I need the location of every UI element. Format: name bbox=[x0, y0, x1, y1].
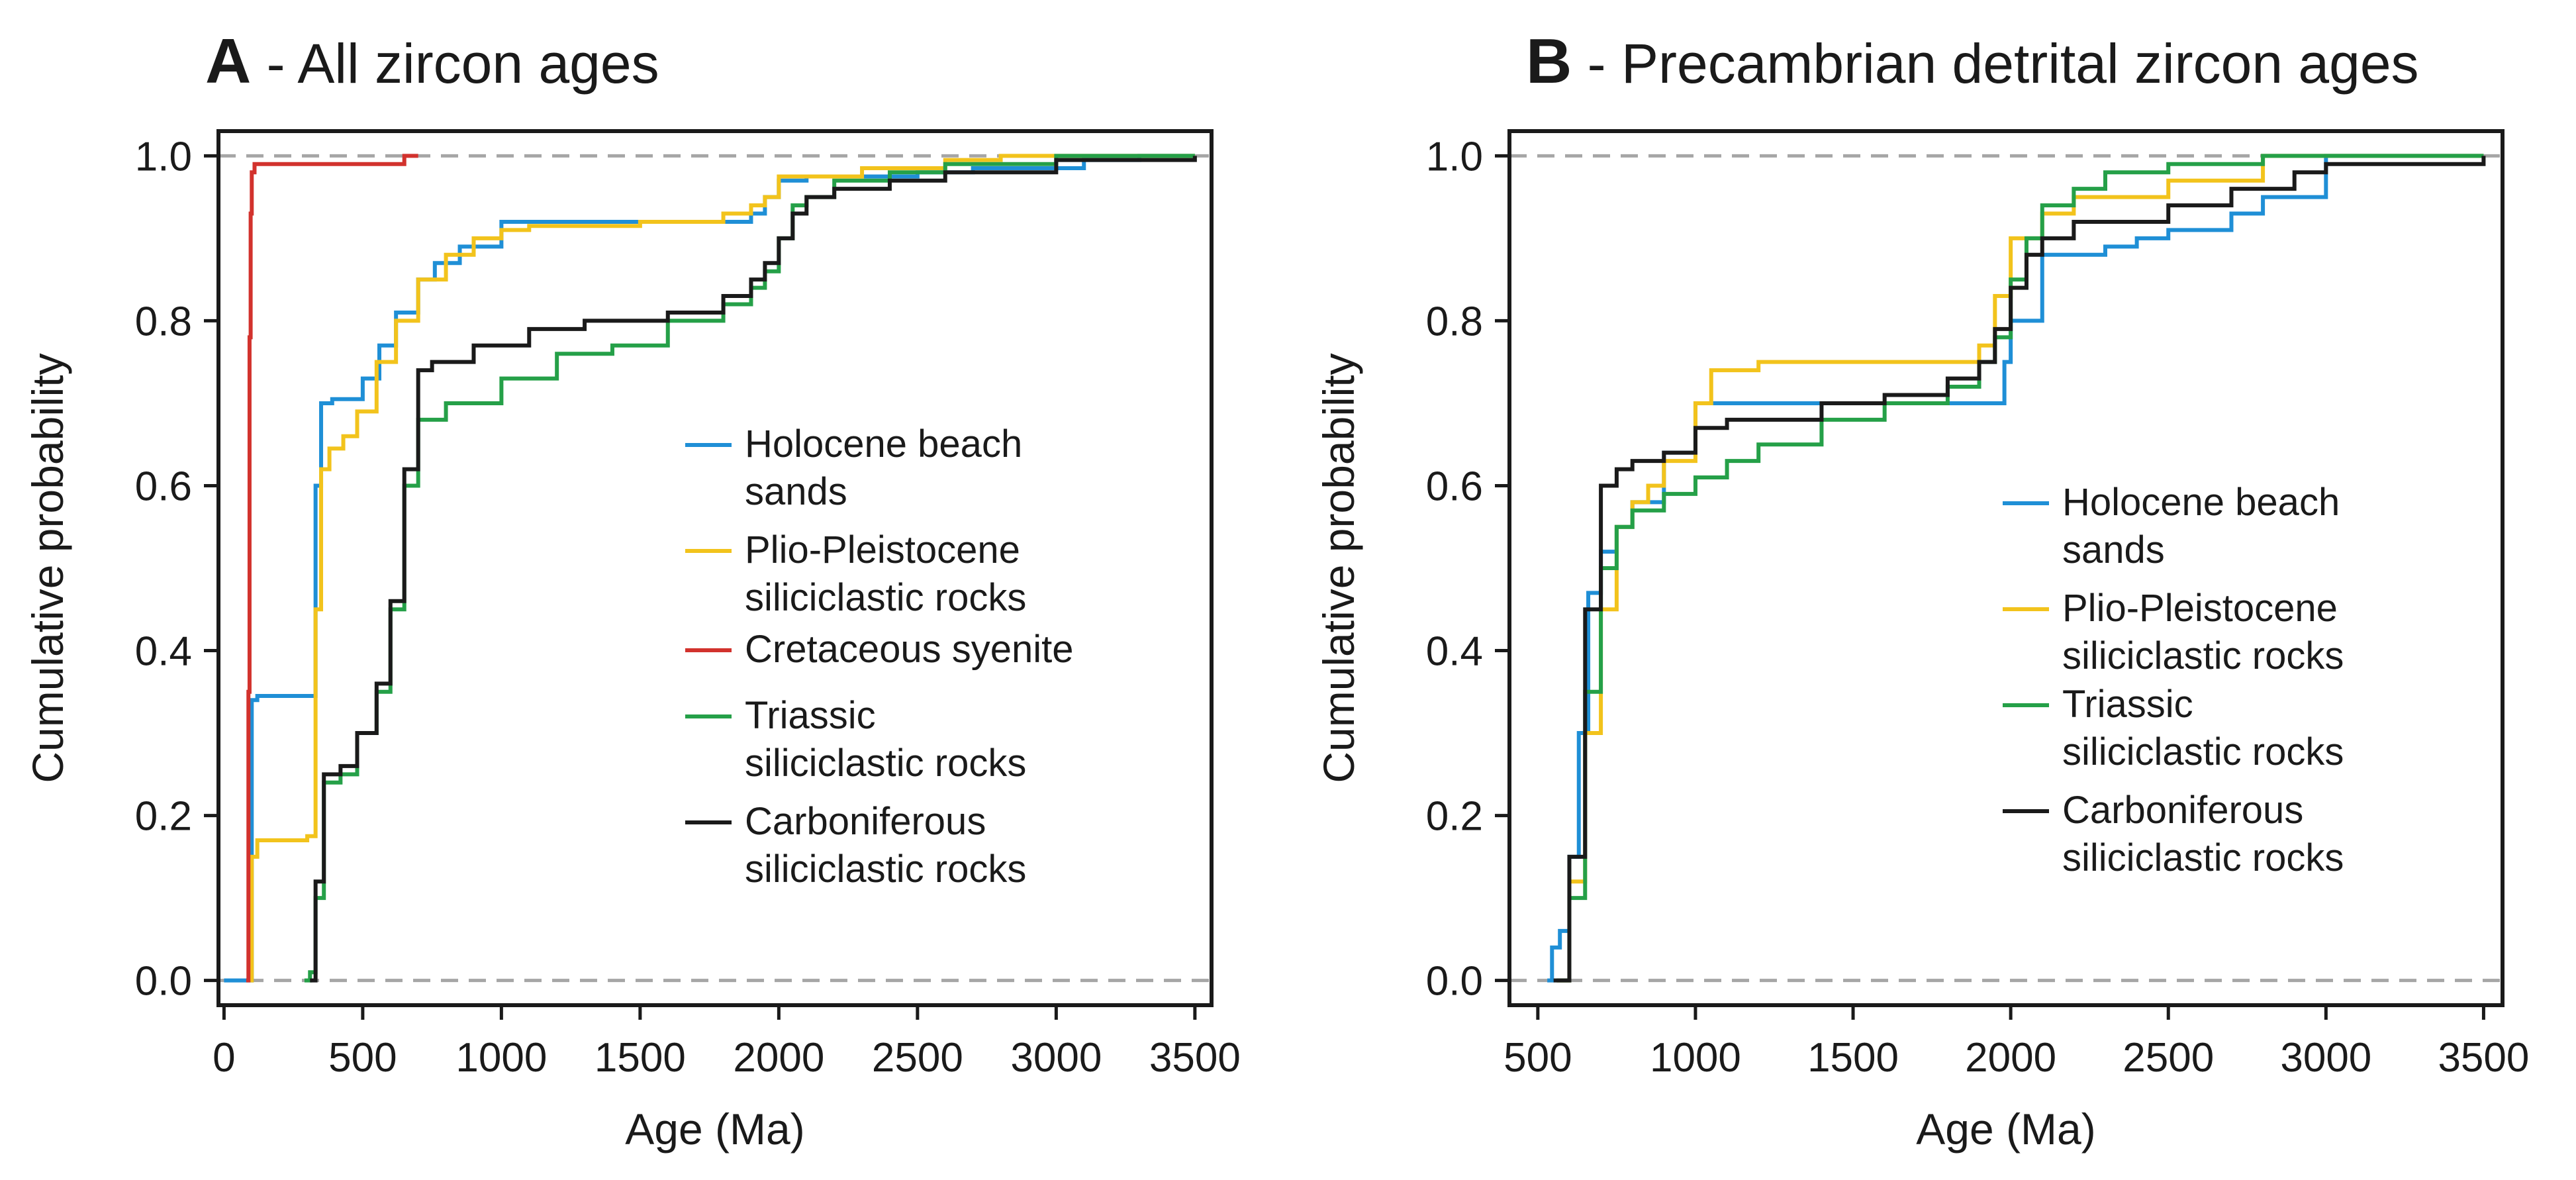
x-tick-label: 500 bbox=[328, 1035, 397, 1081]
legend-label: Triassic siliciclastic rocks bbox=[2062, 683, 2344, 773]
legend-label: Carboniferous siliciclastic rocks bbox=[745, 800, 1026, 891]
x-tick-label: 2500 bbox=[872, 1035, 963, 1081]
y-tick-label: 0.0 bbox=[135, 959, 192, 1005]
series-line-carboniferous-siliciclastic-rocks bbox=[310, 156, 1197, 983]
y-tick-label: 0.2 bbox=[135, 794, 192, 840]
y-tick-label: 0.6 bbox=[135, 464, 192, 509]
panel-b: B - Precambrian detrital zircon ages 500… bbox=[1288, 0, 2576, 1180]
series-line-holocene-beach-sands bbox=[224, 154, 1195, 983]
panel-b-title-text: - Precambrian detrital zircon ages bbox=[1587, 32, 2419, 95]
series-line-cretaceous-syenite bbox=[246, 154, 418, 983]
y-tick-label: 1.0 bbox=[135, 134, 192, 179]
series-line-plio-pleistocene-siliciclastic-rocks bbox=[250, 154, 1195, 983]
x-tick-label: 3500 bbox=[2438, 1035, 2529, 1081]
x-axis-label: Age (Ma) bbox=[1916, 1105, 2095, 1154]
x-tick-label: 3500 bbox=[1149, 1035, 1241, 1081]
x-tick-label: 2500 bbox=[2123, 1035, 2214, 1081]
legend-label: Holocene beach sands bbox=[745, 422, 1022, 513]
y-tick-label: 0.2 bbox=[1426, 794, 1483, 840]
y-tick-label: 0.8 bbox=[135, 299, 192, 344]
plot-frame bbox=[216, 129, 1214, 1007]
x-axis-label: Age (Ma) bbox=[625, 1105, 804, 1154]
series-line-triassic-siliciclastic-rocks bbox=[1556, 154, 2484, 983]
y-tick-label: 0.6 bbox=[1426, 464, 1483, 509]
x-tick-label: 1500 bbox=[1807, 1035, 1899, 1081]
legend-label: Holocene beach sands bbox=[2062, 481, 2340, 571]
x-tick-label: 3000 bbox=[2280, 1035, 2371, 1081]
y-tick-label: 0.4 bbox=[1426, 629, 1483, 675]
legend-label: Triassic siliciclastic rocks bbox=[745, 694, 1026, 785]
x-tick-label: 1000 bbox=[455, 1035, 547, 1081]
panel-a: A - All zircon ages 0 500 1000 1500 2000 2500… bbox=[23, 25, 1241, 1154]
panel-a-title-text: - All zircon ages bbox=[266, 32, 659, 95]
series-line-carboniferous-siliciclastic-rocks bbox=[1553, 156, 2486, 983]
y-tick-label: 0.0 bbox=[1426, 959, 1483, 1005]
legend-label: Carboniferous siliciclastic rocks bbox=[2062, 789, 2344, 879]
panel-a-title: A - All zircon ages bbox=[205, 25, 659, 98]
x-tick-label: 0 bbox=[213, 1035, 235, 1081]
plot-frame bbox=[1507, 129, 2504, 1007]
x-tick-label: 2000 bbox=[1965, 1035, 2056, 1081]
y-axis-label: Cumulative probability bbox=[23, 353, 72, 783]
x-tick-label: 1000 bbox=[1650, 1035, 1741, 1081]
chart-b-svg: 500 1000 1500 2000 2500 3000 3500 0.0 0.2 0.4 0.6 0… bbox=[1314, 129, 2529, 1154]
x-tick-label: 500 bbox=[1503, 1035, 1572, 1081]
y-axis-label: Cumulative probability bbox=[1314, 353, 1363, 783]
legend-label: Cretaceous syenite bbox=[745, 628, 1073, 671]
y-tick-label: 0.8 bbox=[1426, 299, 1483, 344]
series-line-plio-pleistocene-siliciclastic-rocks bbox=[1556, 154, 2484, 983]
legend-label: Plio-Pleistocene siliciclastic rocks bbox=[2062, 587, 2344, 677]
panel-b-letter: B bbox=[1526, 26, 1572, 97]
x-tick-label: 1500 bbox=[595, 1035, 686, 1081]
y-tick-label: 0.4 bbox=[135, 629, 192, 675]
legend-label: Plio-Pleistocene siliciclastic rocks bbox=[745, 528, 1026, 619]
panel-b-title: B - Precambrian detrital zircon ages bbox=[1526, 25, 2419, 98]
x-tick-label: 2000 bbox=[733, 1035, 824, 1081]
chart-a-svg: 0 500 1000 1500 2000 2500 3000 3500 0.0 0.2 0.4 0.6… bbox=[23, 129, 1241, 1154]
x-tick-label: 3000 bbox=[1010, 1035, 1102, 1081]
y-tick-label: 1.0 bbox=[1426, 134, 1483, 179]
panel-a-letter: A bbox=[205, 26, 252, 97]
